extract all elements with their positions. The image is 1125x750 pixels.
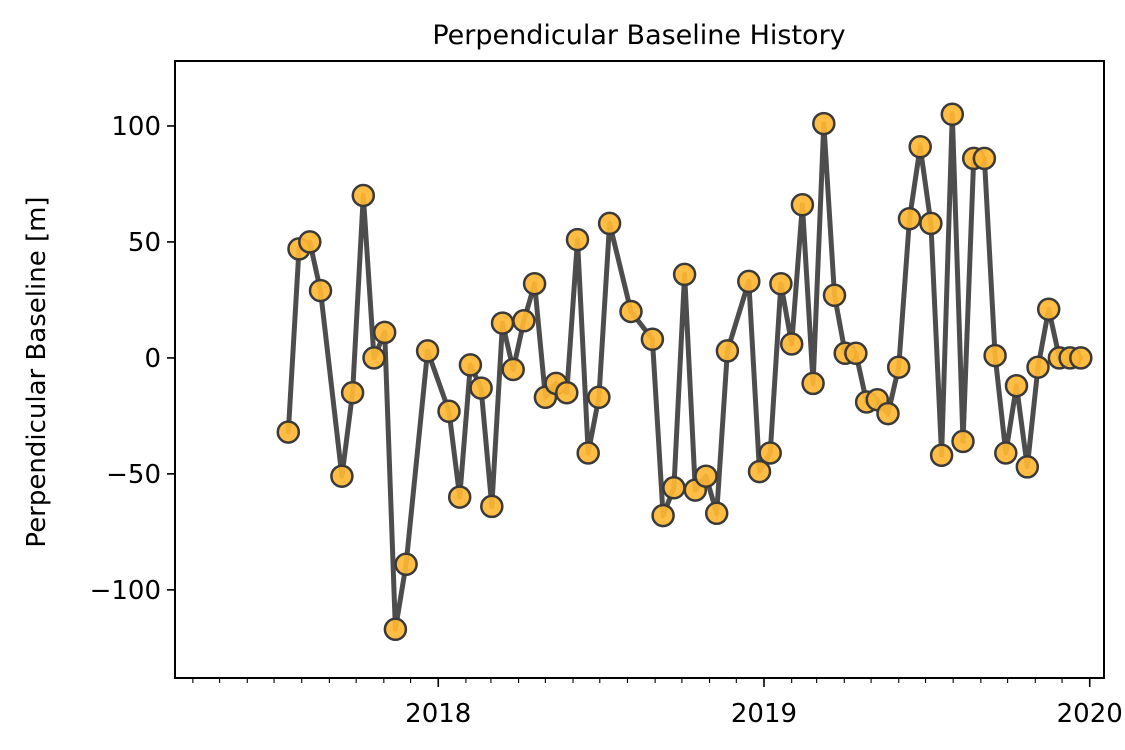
data-point	[469, 376, 493, 400]
data-point	[737, 269, 761, 294]
data-point	[908, 135, 932, 159]
data-point	[597, 211, 622, 236]
data-point	[940, 102, 965, 127]
data-point	[298, 230, 322, 254]
data-point	[640, 327, 665, 352]
data-point	[587, 385, 611, 410]
y-axis-ticks: 100 50 0 −50 −100	[90, 112, 175, 606]
y-axis-label: Perpendicular Baseline [m]	[22, 196, 52, 547]
data-point	[758, 441, 782, 465]
data-point	[1004, 373, 1029, 398]
data-point	[351, 183, 376, 208]
data-point	[876, 401, 900, 426]
data-point	[769, 271, 793, 296]
y-tick-label: 50	[128, 228, 161, 258]
data-point	[490, 311, 515, 335]
data-point	[672, 262, 697, 287]
data-point	[415, 339, 440, 363]
data-point	[1036, 297, 1061, 321]
data-point	[919, 211, 943, 236]
data-point	[972, 146, 997, 171]
data-point	[983, 343, 1007, 368]
data-point	[394, 552, 418, 577]
data-point	[886, 355, 911, 379]
data-point	[447, 485, 472, 509]
data-point	[372, 320, 397, 345]
data-point	[1069, 346, 1093, 370]
data-point	[340, 380, 365, 405]
data-point	[1015, 455, 1040, 479]
series-layer	[276, 102, 1093, 642]
x-tick-label: 2018	[405, 699, 471, 729]
x-tick-label: 2020	[1057, 699, 1123, 729]
data-point	[1026, 355, 1050, 379]
data-point	[747, 459, 772, 484]
data-point	[779, 332, 804, 356]
data-point	[994, 441, 1018, 465]
data-point	[801, 371, 825, 396]
data-point	[437, 399, 461, 424]
data-point	[651, 503, 675, 528]
data-point	[619, 299, 643, 324]
data-point	[704, 501, 729, 526]
data-point	[694, 464, 718, 488]
data-point	[501, 357, 525, 382]
data-point	[458, 353, 483, 377]
data-point	[555, 380, 579, 405]
data-point	[480, 494, 504, 519]
data-point	[844, 341, 868, 366]
data-point	[362, 346, 386, 370]
data-point	[565, 227, 590, 252]
plot-area-frame	[174, 60, 1105, 679]
data-point	[812, 111, 836, 136]
y-tick-label: −100	[90, 576, 161, 606]
data-point	[522, 271, 547, 296]
data-point	[662, 476, 686, 500]
x-tick-label: 2019	[731, 699, 797, 729]
chart-title: Perpendicular Baseline History	[432, 20, 845, 51]
data-point	[330, 464, 354, 488]
data-point	[308, 278, 333, 303]
data-point	[383, 617, 408, 642]
data-point	[951, 429, 975, 454]
data-point	[576, 441, 600, 465]
data-point	[929, 443, 954, 468]
data-point	[512, 309, 536, 333]
y-tick-label: 0	[144, 344, 161, 374]
data-point	[822, 283, 847, 308]
data-point	[790, 193, 815, 217]
data-point	[276, 420, 301, 444]
data-point	[897, 206, 922, 231]
series-line	[285, 111, 1084, 632]
y-tick-label: −50	[106, 460, 161, 490]
y-tick-label: 100	[111, 112, 161, 142]
x-axis-ticks: 2018 2019 2020	[192, 678, 1123, 729]
data-point	[715, 339, 740, 363]
